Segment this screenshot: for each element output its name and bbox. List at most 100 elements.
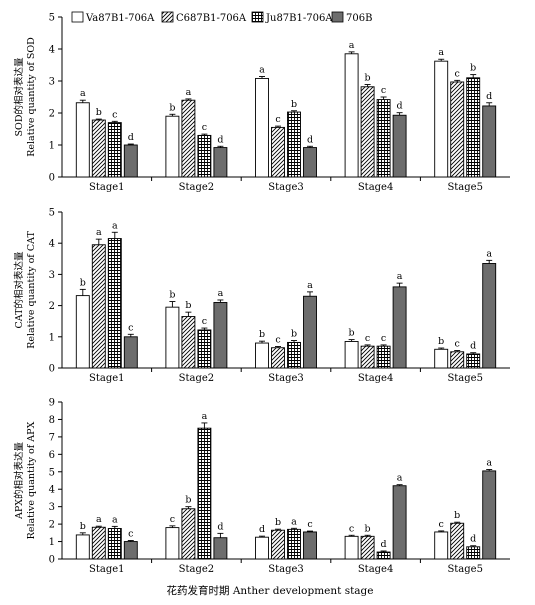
y-axis-label-cn: SOD的相对表达量 — [13, 57, 25, 136]
x-tick-label: Stage3 — [268, 373, 304, 384]
legend-item-va87b1: Va87B1-706A — [71, 11, 155, 24]
bar — [482, 263, 497, 369]
y-tick-label: 3 — [49, 502, 55, 513]
legend-swatch — [71, 11, 84, 23]
bar — [181, 508, 196, 560]
bar — [107, 238, 122, 369]
significance-letter: d — [128, 132, 134, 143]
significance-letter: d — [470, 341, 476, 352]
x-axis-title: 花药发育时期 Anther development stage — [166, 584, 373, 597]
bar — [392, 485, 407, 560]
bar — [344, 53, 359, 178]
legend-label: Va87B1-706A — [85, 13, 155, 24]
significance-letter: c — [128, 529, 133, 540]
x-tick-label: Stage4 — [358, 564, 394, 575]
y-tick-label: 3 — [49, 270, 55, 281]
significance-letter: b — [438, 336, 444, 347]
bar — [344, 535, 359, 560]
y-tick-label: 4 — [49, 485, 55, 496]
bar — [197, 134, 212, 178]
bar — [376, 99, 391, 178]
significance-letter: d — [397, 101, 403, 112]
legend-item-706b: 706B — [331, 11, 372, 24]
significance-letter: c — [365, 333, 370, 344]
legend-item-ju87b1: Ju87B1-706A — [251, 11, 333, 24]
significance-letter: c — [307, 519, 312, 530]
significance-letter: a — [96, 227, 102, 238]
bar — [197, 427, 212, 560]
bar — [482, 470, 497, 560]
bar — [75, 534, 90, 560]
y-tick-label: 7 — [49, 432, 55, 443]
significance-letter: d — [217, 134, 223, 145]
bar — [255, 342, 269, 369]
significance-letter: d — [381, 539, 387, 550]
bar — [213, 147, 228, 178]
bar — [303, 147, 317, 178]
significance-letter: b — [291, 329, 297, 340]
bar — [165, 306, 180, 369]
significance-letter: a — [486, 458, 492, 469]
bar — [213, 302, 228, 369]
y-tick-label: 2 — [49, 109, 55, 120]
significance-letter: c — [202, 122, 207, 133]
bar — [91, 119, 106, 178]
significance-letter: b — [169, 290, 175, 301]
significance-letter: a — [259, 65, 265, 76]
x-tick-label: Stage5 — [447, 182, 483, 193]
bar — [91, 244, 106, 369]
significance-letter: b — [365, 73, 371, 84]
y-tick-label: 9 — [49, 398, 55, 409]
bar — [434, 348, 449, 369]
bar — [213, 537, 228, 560]
significance-letter: a — [96, 514, 102, 525]
significance-letter: a — [397, 271, 403, 282]
significance-letter: c — [170, 514, 175, 525]
bar — [392, 286, 407, 369]
bar — [165, 527, 180, 560]
y-axis-label-en: Relative quantity of APX — [26, 421, 37, 539]
significance-letter: a — [486, 248, 492, 259]
bar — [466, 546, 481, 560]
significance-letter: a — [218, 288, 224, 299]
y-axis-label-cn: CAT的相对表达量 — [13, 251, 25, 328]
y-tick-label: 8 — [49, 415, 55, 426]
significance-letter: c — [275, 114, 280, 125]
significance-letter: c — [112, 109, 117, 120]
significance-letter: a — [112, 220, 118, 231]
bar — [75, 295, 90, 369]
y-tick-label: 6 — [49, 450, 55, 461]
y-tick-label: 4 — [49, 239, 55, 250]
bar — [107, 528, 122, 560]
legend-label: Ju87B1-706A — [265, 13, 333, 24]
x-tick-label: Stage4 — [358, 373, 394, 384]
significance-letter: c — [455, 68, 460, 79]
chart-panel-3: 0 1 2 3 4 5 6 7 8 9 APX的相对表达量 Relative quantity of … — [13, 398, 510, 575]
bar — [255, 536, 269, 560]
significance-letter: c — [275, 334, 280, 345]
legend-swatch — [331, 11, 344, 23]
bar — [450, 351, 465, 369]
legend-label: C687B1-706A — [176, 13, 247, 24]
bar — [123, 336, 138, 369]
bar — [107, 122, 122, 178]
bar — [482, 105, 497, 178]
legend-label: 706B — [346, 13, 372, 24]
bar — [287, 341, 301, 369]
bar — [165, 115, 180, 178]
significance-letter: c — [455, 339, 460, 350]
y-tick-label: 5 — [49, 13, 55, 24]
y-axis-label-en: Relative quantity of SOD — [26, 37, 37, 157]
x-tick-label: Stage2 — [179, 182, 215, 193]
bar — [123, 541, 138, 560]
chart-panels: 0 1 2 3 4 5 SOD的相对表达量 Relative quantity of SOD S… — [13, 13, 510, 575]
x-tick-label: Stage5 — [447, 564, 483, 575]
bar — [466, 77, 481, 178]
y-tick-label: 0 — [49, 555, 55, 566]
bar — [376, 345, 391, 369]
bar — [123, 144, 138, 178]
legend-swatch — [251, 11, 264, 23]
significance-letter: c — [349, 523, 354, 534]
bar — [360, 345, 375, 369]
